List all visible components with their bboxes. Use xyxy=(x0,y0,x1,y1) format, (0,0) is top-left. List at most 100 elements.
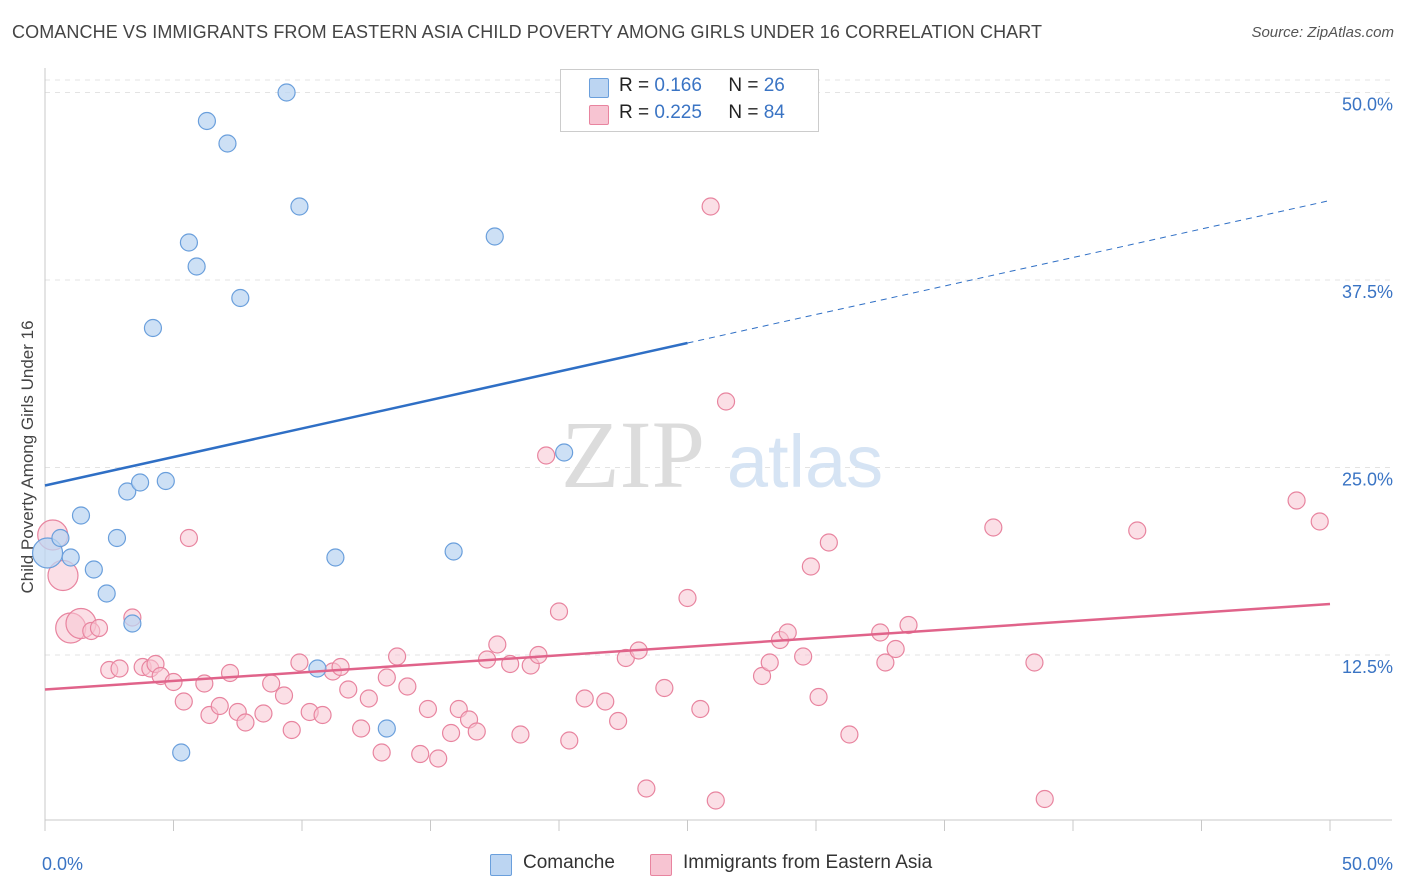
eastern-asia-point xyxy=(819,533,838,552)
comanche-point xyxy=(130,473,150,492)
y-tick-label: 50.0% xyxy=(1342,95,1393,115)
comanche-point xyxy=(377,719,396,738)
eastern-asia-point xyxy=(236,713,255,732)
eastern-asia-point xyxy=(290,653,309,672)
comanche-point xyxy=(118,482,137,501)
comanche-point xyxy=(31,537,64,569)
eastern-asia-point xyxy=(359,689,378,708)
source-label: Source: ZipAtlas.com xyxy=(1251,24,1394,41)
eastern-asia-point xyxy=(575,689,594,708)
chart-title: COMANCHE VS IMMIGRANTS FROM EASTERN ASIA… xyxy=(12,22,1043,42)
eastern-asia-point xyxy=(537,446,556,465)
correlation-legend: R = 0.166 N = 26 R = 0.225 N = 84 xyxy=(560,69,819,132)
legend-swatch-comanche xyxy=(589,78,609,98)
eastern-asia-point xyxy=(511,725,530,744)
r-label: R = xyxy=(619,75,650,96)
comanche-point xyxy=(71,506,91,525)
eastern-asia-point xyxy=(678,588,697,608)
eastern-asia-point xyxy=(760,653,779,672)
eastern-asia-point xyxy=(274,686,294,705)
eastern-asia-point xyxy=(549,602,569,621)
series-legend: Comanche Immigrants from Eastern Asia xyxy=(0,852,1406,878)
eastern-asia-point xyxy=(701,197,720,216)
comanche-point xyxy=(290,197,309,216)
comanche-point xyxy=(444,542,463,561)
eastern-asia-point xyxy=(691,699,710,719)
eastern-asia-point xyxy=(596,692,615,711)
eastern-asia-point xyxy=(529,645,548,665)
comanche-point xyxy=(485,227,504,246)
comanche-point xyxy=(308,659,327,678)
eastern-asia-point xyxy=(637,779,656,798)
comanche-point xyxy=(156,471,175,491)
y-tick-label: 12.5% xyxy=(1342,657,1393,677)
n-value-eastern-asia: 84 xyxy=(763,102,785,123)
eastern-asia-point xyxy=(655,678,674,698)
y-tick-label: 25.0% xyxy=(1342,470,1393,490)
legend-swatch-comanche xyxy=(490,854,512,876)
legend-swatch-eastern-asia xyxy=(650,854,672,876)
comanche-point xyxy=(218,134,237,153)
n-value-comanche: 26 xyxy=(763,75,785,96)
eastern-asia-point xyxy=(752,666,772,686)
comanche-point xyxy=(51,528,70,548)
eastern-asia-point xyxy=(609,711,628,731)
comanche-point xyxy=(187,257,206,276)
gridlines xyxy=(45,79,1392,656)
eastern-asia-point xyxy=(377,668,396,687)
r-value-eastern-asia: 0.225 xyxy=(654,102,702,123)
eastern-asia-point xyxy=(210,696,229,716)
comanche-point xyxy=(172,743,191,762)
eastern-asia-point xyxy=(418,699,438,719)
eastern-asia-trend-line xyxy=(44,602,1331,691)
eastern-asia-point xyxy=(801,557,820,576)
eastern-asia-point xyxy=(1287,491,1306,510)
r-value-comanche: 0.166 xyxy=(654,75,702,96)
trend-lines xyxy=(44,200,1331,691)
eastern-asia-point xyxy=(254,704,273,723)
eastern-asia-point xyxy=(794,647,813,666)
eastern-asia-point xyxy=(467,722,486,741)
eastern-asia-point xyxy=(352,719,371,738)
eastern-asia-point xyxy=(1035,789,1054,809)
x-tick-label: 50.0% xyxy=(1342,854,1393,874)
comanche-trend-extension xyxy=(687,200,1331,344)
eastern-asia-point xyxy=(262,674,281,693)
eastern-asia-point xyxy=(331,657,350,677)
comanche-point xyxy=(231,288,250,308)
comanche-trend-line xyxy=(44,341,688,487)
eastern-asia-point xyxy=(886,639,905,659)
eastern-asia-point xyxy=(809,687,828,707)
eastern-asia-point xyxy=(1025,653,1044,672)
eastern-asia-point xyxy=(899,615,918,635)
legend-label-comanche: Comanche xyxy=(523,852,615,873)
comanche-point xyxy=(277,83,296,102)
watermark-zip: ZIP xyxy=(561,401,705,508)
eastern-asia-point xyxy=(984,518,1003,537)
eastern-asia-point xyxy=(560,731,579,750)
eastern-asia-point xyxy=(372,743,391,762)
eastern-asia-point xyxy=(716,392,736,411)
legend-swatch-eastern-asia xyxy=(589,105,609,125)
comanche-point xyxy=(143,318,163,338)
eastern-asia-point xyxy=(179,528,199,548)
x-tick-label: 0.0% xyxy=(42,854,83,874)
comanche-point xyxy=(107,528,127,548)
comanche-point xyxy=(61,548,80,567)
eastern-asia-point xyxy=(313,705,332,725)
data-points xyxy=(31,83,1329,810)
y-tick-label: 37.5% xyxy=(1342,282,1393,302)
eastern-asia-point xyxy=(441,723,461,743)
eastern-asia-point xyxy=(840,725,859,744)
eastern-asia-point xyxy=(488,635,507,654)
eastern-asia-point xyxy=(706,791,725,810)
eastern-asia-point xyxy=(411,744,430,764)
eastern-asia-point xyxy=(1128,521,1147,540)
comanche-point xyxy=(197,111,217,131)
eastern-asia-point xyxy=(398,677,417,696)
eastern-asia-point xyxy=(110,659,129,678)
axes xyxy=(44,68,1392,831)
eastern-asia-point xyxy=(876,653,895,672)
n-label: N = xyxy=(728,102,759,123)
